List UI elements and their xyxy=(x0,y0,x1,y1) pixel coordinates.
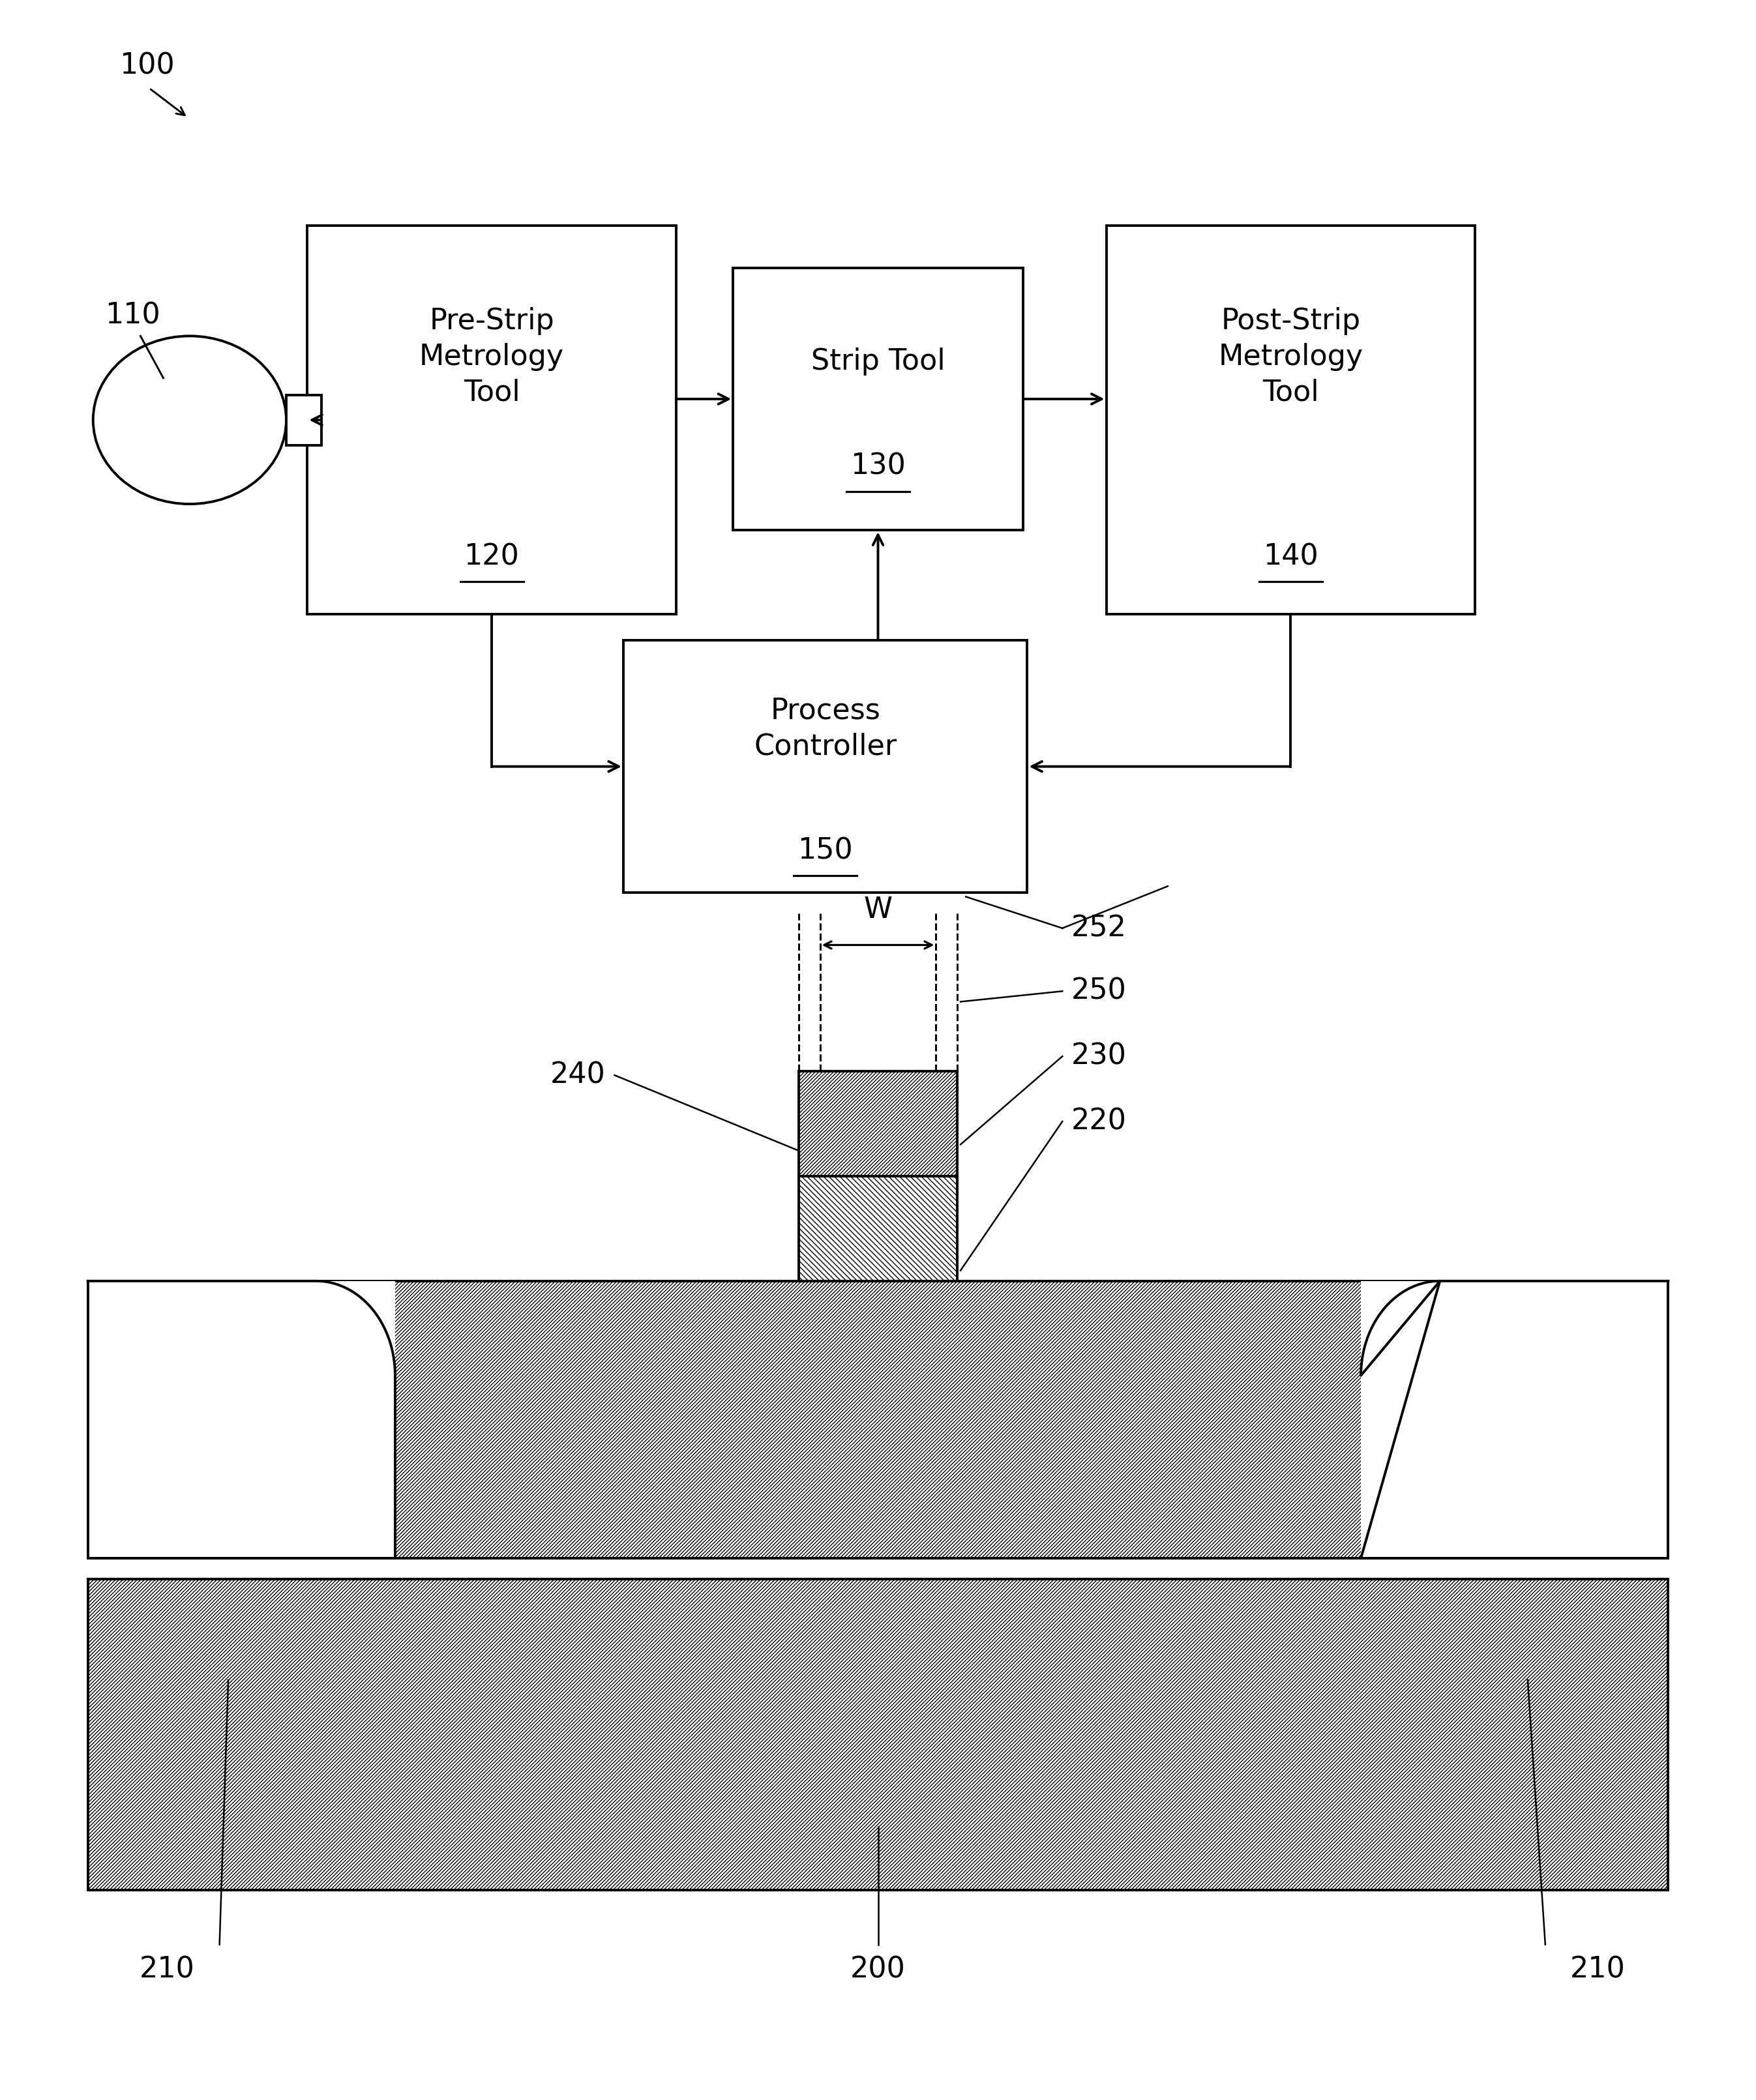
Bar xyxy=(88,1281,1668,1558)
Text: W: W xyxy=(864,897,892,924)
Text: 120: 120 xyxy=(464,542,520,571)
Bar xyxy=(88,1579,1668,1890)
Text: 110: 110 xyxy=(105,302,160,330)
Text: 210: 210 xyxy=(139,1955,195,1984)
Bar xyxy=(732,267,1022,529)
Bar xyxy=(286,395,321,445)
Text: 250: 250 xyxy=(1071,977,1127,1006)
Text: 252: 252 xyxy=(1071,914,1127,943)
Bar xyxy=(623,640,1027,892)
Text: 150: 150 xyxy=(797,836,853,865)
Text: 220: 220 xyxy=(1071,1107,1127,1136)
Bar xyxy=(799,1176,957,1281)
Text: 130: 130 xyxy=(850,452,906,481)
Bar xyxy=(799,1176,957,1281)
Text: Pre-Strip
Metrology
Tool: Pre-Strip Metrology Tool xyxy=(420,307,564,407)
Bar xyxy=(307,225,676,613)
Ellipse shape xyxy=(93,336,286,504)
Bar xyxy=(1106,225,1475,613)
Text: 100: 100 xyxy=(119,53,174,80)
Bar xyxy=(1361,1281,1668,1558)
Text: 240: 240 xyxy=(550,1060,606,1090)
Text: Post-Strip
Metrology
Tool: Post-Strip Metrology Tool xyxy=(1219,307,1363,407)
Text: Strip Tool: Strip Tool xyxy=(811,347,945,376)
Text: 200: 200 xyxy=(850,1955,906,1984)
Bar xyxy=(799,1071,957,1176)
Text: 210: 210 xyxy=(1570,1955,1626,1984)
Bar xyxy=(88,1281,1668,1558)
Bar xyxy=(799,1071,957,1176)
Text: 140: 140 xyxy=(1263,542,1319,571)
Bar xyxy=(88,1281,395,1558)
Text: 230: 230 xyxy=(1071,1042,1127,1071)
Bar xyxy=(88,1579,1668,1890)
Text: Process
Controller: Process Controller xyxy=(753,697,897,760)
